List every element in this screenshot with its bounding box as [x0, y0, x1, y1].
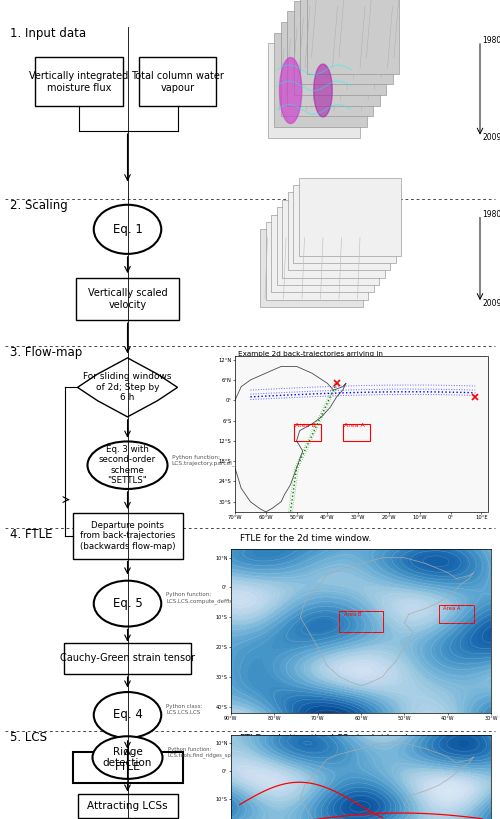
Text: Area A: Area A	[444, 606, 461, 611]
FancyBboxPatch shape	[268, 43, 360, 138]
Text: 5. LCS: 5. LCS	[10, 731, 47, 744]
Bar	[340, 611, 382, 632]
Text: 2. Scaling: 2. Scaling	[10, 199, 68, 212]
Text: Vertically integrated
moisture flux: Vertically integrated moisture flux	[30, 71, 128, 93]
Text: Eq. 3 with
second-order
scheme
"SETTLS": Eq. 3 with second-order scheme "SETTLS"	[99, 445, 156, 486]
FancyBboxPatch shape	[72, 752, 182, 783]
Text: 1980: 1980	[482, 210, 500, 219]
Ellipse shape	[94, 581, 161, 627]
Text: 3. Flow-map: 3. Flow-map	[10, 346, 82, 359]
FancyBboxPatch shape	[274, 33, 366, 127]
FancyBboxPatch shape	[282, 200, 384, 278]
Text: 2009: 2009	[482, 299, 500, 307]
Text: Area B: Area B	[344, 612, 361, 617]
FancyBboxPatch shape	[298, 178, 401, 256]
Text: Attracting LCSs: Attracting LCSs	[87, 801, 168, 811]
FancyBboxPatch shape	[64, 643, 191, 674]
Bar	[343, 424, 370, 441]
FancyBboxPatch shape	[35, 57, 123, 106]
FancyBboxPatch shape	[271, 215, 374, 292]
FancyBboxPatch shape	[300, 0, 392, 84]
Ellipse shape	[94, 692, 161, 738]
Ellipse shape	[94, 205, 161, 254]
Text: Eq. 5: Eq. 5	[112, 597, 142, 610]
Text: 4. FTLE: 4. FTLE	[10, 528, 52, 541]
Text: Ridge
detection: Ridge detection	[103, 747, 152, 768]
Text: FTLE and attracting LCSs (red ridges): FTLE and attracting LCSs (red ridges)	[240, 734, 409, 743]
Polygon shape	[78, 358, 178, 417]
Text: 1980: 1980	[482, 37, 500, 45]
Text: Departure points
from back-trajectories
(backwards flow-map): Departure points from back-trajectories …	[80, 521, 176, 550]
Text: FTLE for the 2d time window.: FTLE for the 2d time window.	[240, 534, 371, 543]
Polygon shape	[314, 64, 332, 117]
Text: Example 2d back-trajectories arriving in
different neighborhoods at the same tim: Example 2d back-trajectories arriving in…	[238, 351, 388, 364]
Text: Compare trajectories and FTLE in
Areas A and B.: Compare trajectories and FTLE in Areas A…	[240, 549, 390, 578]
Ellipse shape	[88, 441, 168, 489]
FancyBboxPatch shape	[280, 22, 373, 116]
Text: Area A: Area A	[344, 423, 365, 428]
Text: For sliding windows
of 2d; Step by
6 h: For sliding windows of 2d; Step by 6 h	[83, 373, 172, 402]
FancyBboxPatch shape	[276, 207, 379, 285]
FancyBboxPatch shape	[288, 192, 390, 270]
Polygon shape	[280, 57, 301, 124]
Text: Cauchy-Green strain tensor: Cauchy-Green strain tensor	[60, 654, 195, 663]
Text: Total column water
vapour: Total column water vapour	[131, 71, 224, 93]
Text: Vertically scaled
velocity: Vertically scaled velocity	[88, 288, 168, 310]
Text: Eq. 4: Eq. 4	[112, 708, 142, 722]
Text: FTLE: FTLE	[114, 762, 140, 772]
Ellipse shape	[92, 736, 162, 779]
FancyBboxPatch shape	[260, 229, 362, 307]
Text: 1. Input data: 1. Input data	[10, 27, 86, 40]
Text: Python function:
LCS.trajectory.parcel_propagation: Python function: LCS.trajectory.parcel_p…	[172, 455, 271, 466]
Bar	[439, 605, 474, 623]
FancyBboxPatch shape	[293, 185, 396, 263]
FancyBboxPatch shape	[72, 513, 182, 559]
FancyBboxPatch shape	[294, 1, 386, 95]
Text: Area B: Area B	[295, 423, 316, 428]
Text: Python class:
LCS.LCS.LCS: Python class: LCS.LCS.LCS	[166, 704, 203, 715]
FancyBboxPatch shape	[138, 57, 216, 106]
Bar	[294, 424, 321, 441]
FancyBboxPatch shape	[266, 222, 368, 300]
Text: Eq. 1: Eq. 1	[112, 223, 142, 236]
FancyBboxPatch shape	[287, 11, 380, 106]
FancyBboxPatch shape	[76, 278, 179, 320]
Text: Python function:
LCS.LCS.compute_defftensor: Python function: LCS.LCS.compute_defften…	[166, 592, 246, 604]
FancyBboxPatch shape	[306, 0, 399, 74]
FancyBboxPatch shape	[78, 794, 178, 818]
Text: 2009: 2009	[482, 133, 500, 142]
Text: Python function:
LCS.tools.find_ridges_spherical_hessian: Python function: LCS.tools.find_ridges_s…	[168, 747, 272, 758]
